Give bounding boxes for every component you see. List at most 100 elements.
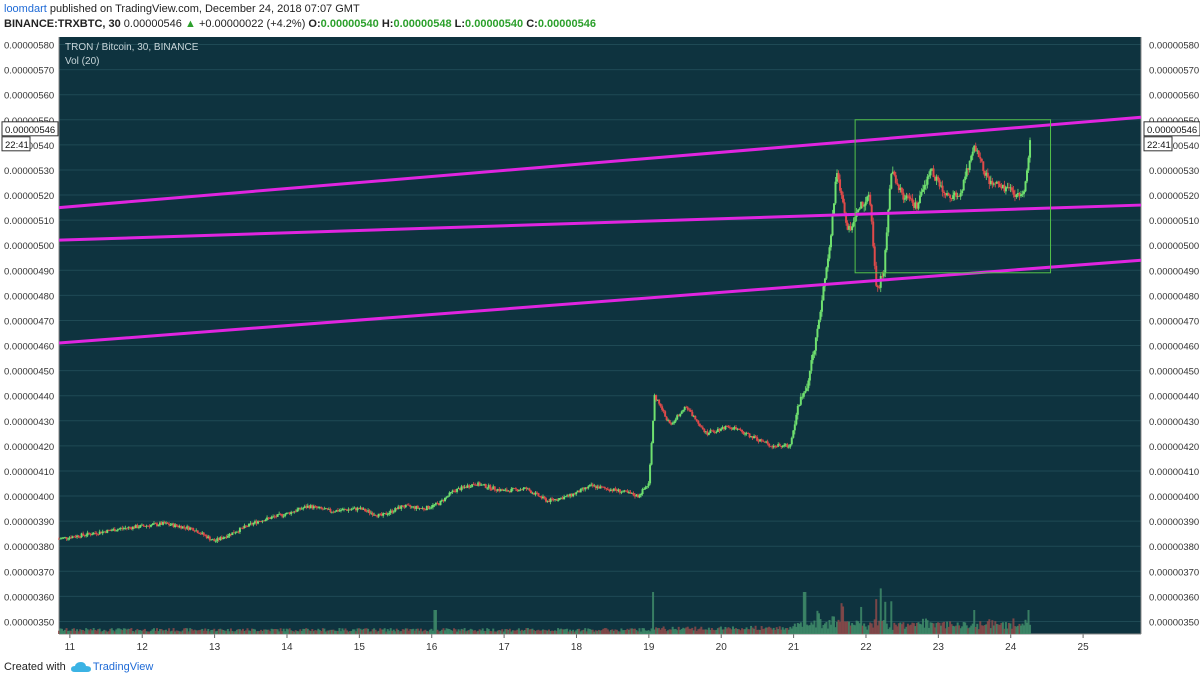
candle-body <box>775 446 778 448</box>
volume-bar <box>246 628 249 634</box>
candle-body <box>336 510 339 512</box>
volume-bar <box>344 628 347 634</box>
candle-body <box>584 487 587 490</box>
candle-body <box>597 486 600 489</box>
last-price-tag-text-right: 0.00000546 <box>1147 125 1197 136</box>
volume-bar <box>843 621 846 634</box>
candle-body <box>338 510 341 512</box>
volume-bar <box>929 622 932 634</box>
volume-bar <box>701 629 704 634</box>
candle-body <box>288 512 291 515</box>
volume-bar <box>783 629 786 634</box>
volume-bar <box>433 610 436 634</box>
candle-body <box>695 419 698 422</box>
candle-body <box>995 181 998 184</box>
volume-bar <box>320 630 323 634</box>
volume-bar <box>133 631 136 634</box>
volume-bar <box>811 624 814 634</box>
volume-bar <box>257 631 260 634</box>
volume-bar <box>932 623 935 634</box>
price-chart[interactable]: 0.00000580 0.00000580 0.00000570 0.00000570… <box>0 34 1200 658</box>
volume-bar <box>468 630 471 634</box>
volume-bar <box>667 630 670 634</box>
candle-body <box>766 441 769 444</box>
candle-body <box>952 195 955 199</box>
candle-body <box>516 489 519 492</box>
y-tick-label-left: 0.00000570 <box>4 66 54 77</box>
candle-body <box>943 191 946 194</box>
candle-body <box>231 532 234 536</box>
candle-body <box>237 531 240 533</box>
candle-body <box>833 203 836 216</box>
candle-body <box>839 179 842 191</box>
candle-body <box>992 183 995 185</box>
volume-bar <box>813 620 816 634</box>
trend-line-upper[interactable] <box>58 115 1142 210</box>
candle-body <box>152 523 155 525</box>
x-tick-label: 22 <box>860 642 872 653</box>
candle-body <box>137 527 140 529</box>
candle-body <box>240 527 243 529</box>
candle-body <box>647 483 650 487</box>
volume-bar <box>1027 610 1030 634</box>
candle-body <box>538 496 541 497</box>
volume-bar <box>480 630 483 634</box>
candle-body <box>646 486 649 488</box>
range-rectangle[interactable] <box>854 119 1052 274</box>
candle-body <box>261 520 264 522</box>
candle-body <box>962 180 965 191</box>
candle-body <box>445 496 448 498</box>
volume-bar <box>226 628 229 634</box>
volume-bar <box>891 629 894 634</box>
volume-bar <box>905 626 908 634</box>
candle-body <box>329 509 332 512</box>
volume-bar <box>991 620 994 634</box>
candle-body <box>116 529 119 531</box>
x-tick-label: 25 <box>1078 642 1090 653</box>
candle-body <box>671 423 674 425</box>
trend-line-middle[interactable] <box>58 203 1142 242</box>
candle-body <box>567 495 570 497</box>
volume-bar <box>596 631 599 634</box>
candle-body <box>284 514 287 516</box>
candle-body <box>386 514 389 516</box>
candle-body <box>552 499 555 501</box>
candle-body <box>627 492 630 493</box>
candle-body <box>484 484 487 488</box>
volume-bar <box>664 628 667 634</box>
volume-bar <box>698 628 701 634</box>
candle-body <box>217 538 220 540</box>
candle-body <box>848 226 851 230</box>
volume-bar <box>715 629 718 634</box>
volume-bar <box>552 630 555 634</box>
candle-body <box>575 492 578 495</box>
volume-bar <box>641 628 644 634</box>
volume-bar <box>324 631 327 634</box>
volume-bar <box>180 631 183 634</box>
y-tick-label-right: 0.00000570 <box>1149 66 1199 77</box>
x-tick-label: 15 <box>354 642 366 653</box>
low-label: L: <box>454 18 466 30</box>
y-tick-label-left: 0.00000430 <box>4 417 54 428</box>
candle-body <box>269 517 272 519</box>
volume-bar <box>127 628 130 634</box>
trend-line-lower[interactable] <box>58 258 1142 345</box>
volume-bar <box>968 627 971 634</box>
volume-bar <box>863 623 866 634</box>
author-link[interactable]: loomdart <box>4 3 47 15</box>
volume-bar <box>926 620 929 634</box>
candle-body <box>988 176 991 185</box>
volume-bar <box>934 627 937 634</box>
candle-body <box>532 492 535 495</box>
candle-body <box>600 486 603 488</box>
tradingview-brand-link[interactable]: TradingView <box>92 661 154 673</box>
volume-bar <box>885 623 888 634</box>
candle-body <box>587 486 590 489</box>
candle-body <box>817 319 820 329</box>
candle-body <box>570 493 573 497</box>
candle-body <box>582 488 585 490</box>
candle-body <box>317 507 320 509</box>
volume-bar <box>77 631 80 634</box>
volume-bar <box>83 631 86 634</box>
candle-body <box>661 406 664 410</box>
